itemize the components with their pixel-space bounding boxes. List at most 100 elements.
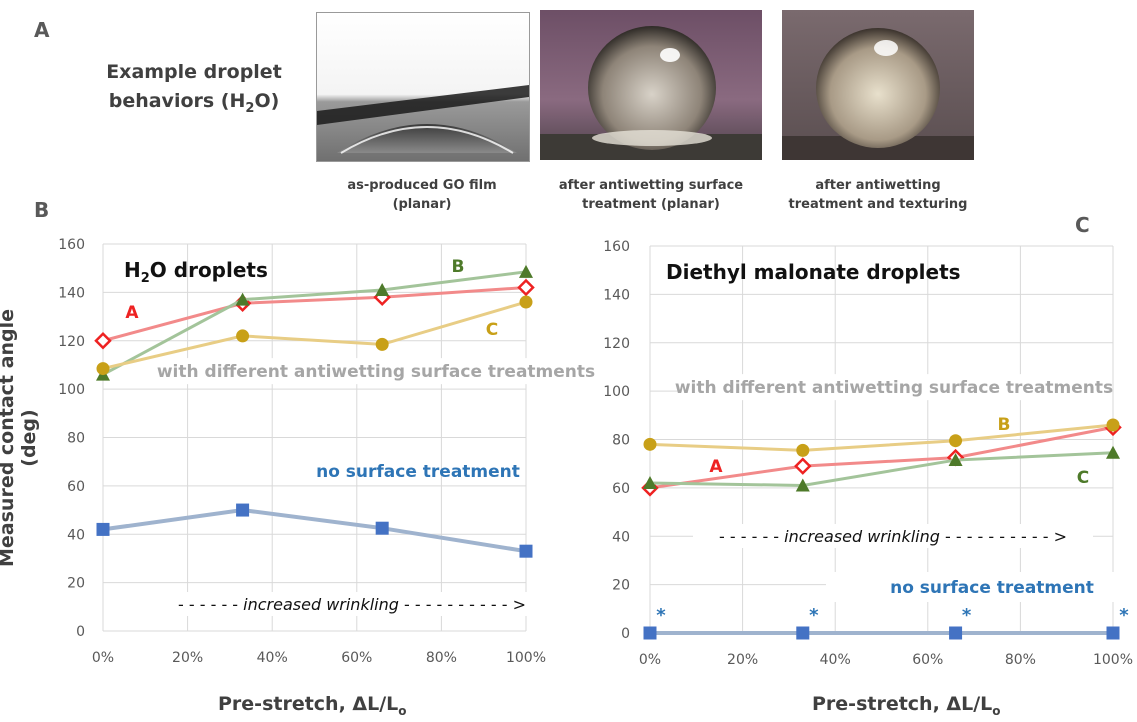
caption-line: (planar) (392, 197, 452, 212)
droplet-planar-photo (316, 12, 530, 162)
x-tick-label: 60% (341, 650, 372, 666)
series-line-C (102, 300, 527, 371)
intro-line-2: behaviors (H2O) (108, 90, 280, 116)
y-tick-label: 140 (603, 287, 630, 303)
panel-label-b: B (34, 198, 50, 222)
treated-note-backdrop (164, 358, 588, 385)
marker-untreated (375, 521, 389, 535)
x-tick-label: 40% (257, 650, 288, 666)
marker-B (949, 434, 963, 448)
x-axis-label-left: Pre-stretch, ΔL/Lo (218, 693, 407, 718)
x-tick-label: 0% (92, 650, 114, 666)
marker-B (643, 437, 657, 451)
panel-label-c: C (1075, 213, 1090, 237)
y-tick-label: 120 (603, 336, 630, 352)
marker-B (1106, 418, 1120, 432)
asterisk-mark: * (656, 605, 666, 626)
photo-caption-treated: after antiwetting surface treatment (pla… (530, 176, 772, 214)
droplet-treated-photo (540, 10, 762, 160)
series-label-A: A (709, 457, 723, 477)
caption-line: after antiwetting (815, 178, 941, 193)
y-tick-label: 80 (612, 433, 630, 449)
x-tick-label: 40% (820, 652, 851, 668)
x-tick-label: 20% (172, 650, 203, 666)
marker-untreated (1106, 626, 1120, 640)
series-label-B: B (452, 257, 465, 277)
x-tick-label: 100% (1093, 652, 1133, 668)
x-axis-label-right: Pre-stretch, ΔL/Lo (812, 693, 1001, 718)
marker-C (1106, 445, 1120, 459)
caption-line: treatment (planar) (582, 197, 720, 212)
marker-B (375, 282, 390, 296)
chart-title: Diethyl malonate droplets (666, 260, 961, 284)
y-tick-label: 80 (67, 431, 85, 447)
caption-line: as-produced GO film (347, 178, 497, 193)
caption-line: after antiwetting surface (558, 178, 744, 193)
panel-label-a: A (34, 18, 50, 42)
series-line-untreated (102, 508, 527, 554)
series-line-A (102, 286, 527, 343)
treated-note: with different antiwetting surface treat… (157, 362, 595, 382)
x-tick-label: 0% (639, 652, 661, 668)
series-label-C: C (486, 320, 498, 340)
asterisk-mark: * (962, 605, 972, 626)
y-tick-label: 60 (612, 481, 630, 497)
caption-line: treatment and texturing (788, 197, 968, 212)
series-label-A: A (125, 303, 139, 323)
untreated-note: no surface treatment (890, 578, 1094, 598)
untreated-note-backdrop (826, 572, 1137, 602)
marker-C (519, 295, 533, 309)
y-tick-label: 40 (612, 529, 630, 545)
intro-line-1: Example droplet (106, 61, 282, 83)
x-tick-label: 100% (506, 650, 546, 666)
y-tick-label: 0 (76, 624, 85, 640)
y-tick-label: 160 (603, 239, 630, 255)
wrinkle-note-backdrop (152, 592, 552, 616)
marker-C (375, 337, 389, 351)
series-line-B (102, 270, 527, 376)
y-tick-label: 100 (603, 384, 630, 400)
increased-wrinkling-note: - - - - - - increased wrinkling - - - - … (178, 595, 526, 614)
asterisk-mark: * (1119, 605, 1129, 626)
marker-A (94, 331, 112, 350)
series-label-C: C (1077, 468, 1089, 488)
marker-B (796, 443, 810, 457)
marker-C (236, 329, 250, 343)
wrinkle-note-backdrop (693, 524, 1093, 548)
marker-A (517, 278, 535, 297)
y-tick-label: 140 (58, 285, 85, 301)
y-tick-label: 20 (612, 578, 630, 594)
marker-C (96, 362, 110, 376)
series-line-B (649, 423, 1114, 452)
marker-B (519, 264, 533, 278)
untreated-note: no surface treatment (316, 462, 520, 482)
marker-C (643, 476, 657, 490)
y-tick-label: 40 (67, 527, 85, 543)
increased-wrinkling-note: - - - - - - increased wrinkling - - - - … (719, 527, 1067, 546)
series-line-A (649, 425, 1114, 490)
treated-note: with different antiwetting surface treat… (675, 378, 1113, 398)
droplet-intro-title: Example droplet behaviors (H2O) (96, 58, 292, 123)
x-tick-label: 80% (426, 650, 457, 666)
marker-untreated (796, 626, 810, 640)
marker-untreated (96, 522, 110, 536)
marker-untreated (949, 626, 963, 640)
y-tick-label: 0 (621, 626, 630, 642)
y-tick-label: 100 (58, 382, 85, 398)
marker-C (948, 453, 963, 467)
marker-untreated (519, 544, 533, 558)
series-label-B: B (998, 415, 1011, 435)
x-tick-label: 60% (912, 652, 943, 668)
series-line-C (649, 451, 1114, 487)
asterisk-mark: * (809, 605, 819, 626)
x-tick-label: 20% (727, 652, 758, 668)
treated-note-backdrop (682, 374, 1106, 401)
marker-C (795, 478, 810, 492)
marker-B (235, 292, 250, 306)
y-tick-label: 20 (67, 576, 85, 592)
marker-A (794, 457, 812, 475)
chart-title: H2O droplets (124, 258, 268, 286)
photo-caption-planar: as-produced GO film (planar) (316, 176, 528, 214)
photo-caption-textured: after antiwetting treatment and texturin… (772, 176, 984, 214)
x-tick-label: 80% (1005, 652, 1036, 668)
